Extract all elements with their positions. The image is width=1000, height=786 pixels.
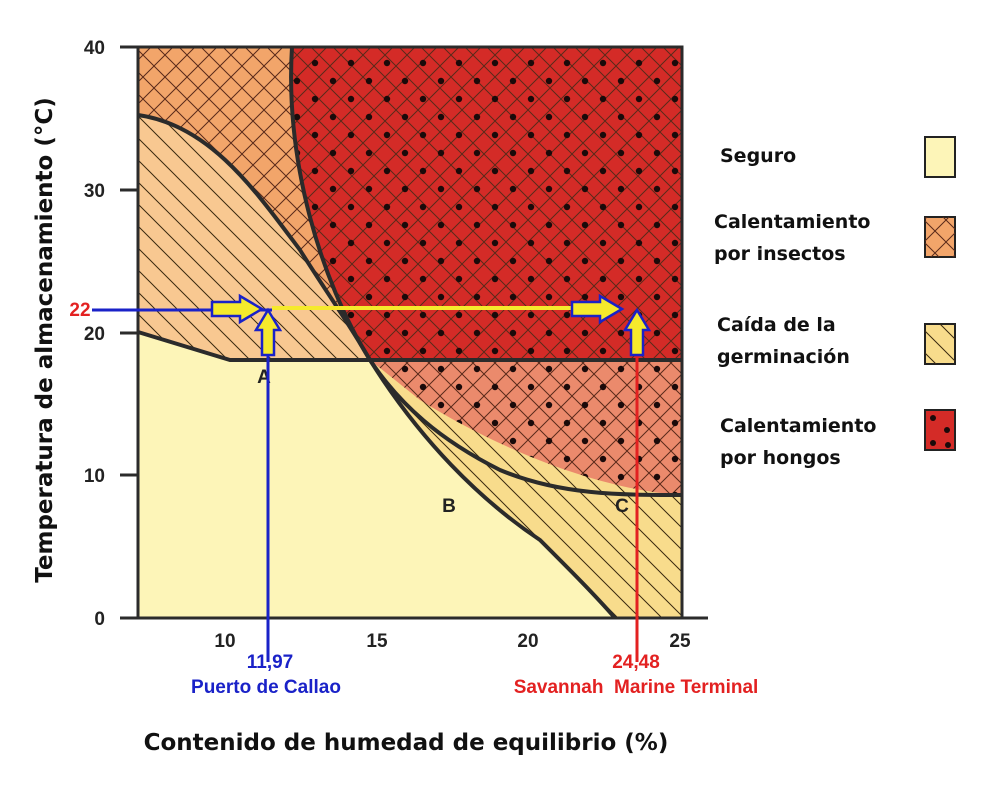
legend-label-hongos: Calentamiento por hongos [720, 415, 877, 469]
y-tick-30: 30 [84, 181, 105, 202]
y-axis-title: Temperatura de almacenamiento (°C) [32, 97, 58, 582]
y-tick-20: 20 [84, 324, 105, 345]
y-tick-10: 10 [84, 466, 105, 487]
legend-label-germinacion: Caída de la germinación [717, 314, 850, 368]
axes [120, 45, 708, 620]
marker-callao [253, 307, 283, 662]
curve-label-b: B [442, 496, 456, 517]
x-tick-10: 10 [214, 631, 235, 652]
boundary-curves [137, 46, 683, 620]
callao-name: Puerto de Callao [191, 677, 341, 698]
x-axis-title: Contenido de humedad de equilibrio (%) [144, 730, 669, 756]
curve-fungi [289, 46, 683, 497]
temperature-label: 22 [69, 300, 90, 321]
curve-a [137, 330, 682, 362]
marker-savannah [622, 307, 652, 662]
legend-swatches [924, 136, 956, 451]
curve-b [368, 358, 617, 620]
legend-label-seguro: Seguro [720, 145, 797, 167]
x-tick-25: 25 [669, 631, 691, 652]
callao-value: 11,97 [247, 652, 294, 673]
y-tick-0: 0 [94, 609, 105, 630]
temperature-indicator [92, 293, 625, 325]
curve-label-c: C [615, 496, 629, 517]
y-tick-40: 40 [84, 38, 105, 59]
legend-label-insectos: Calentamiento por insectos [714, 211, 871, 265]
savannah-value: 24,48 [612, 652, 660, 673]
savannah-name: Savannah Marine Terminal [514, 677, 759, 698]
legend-swatch-seguro [924, 136, 956, 178]
x-tick-15: 15 [366, 631, 388, 652]
x-tick-20: 20 [517, 631, 538, 652]
zone-areas [138, 47, 682, 618]
